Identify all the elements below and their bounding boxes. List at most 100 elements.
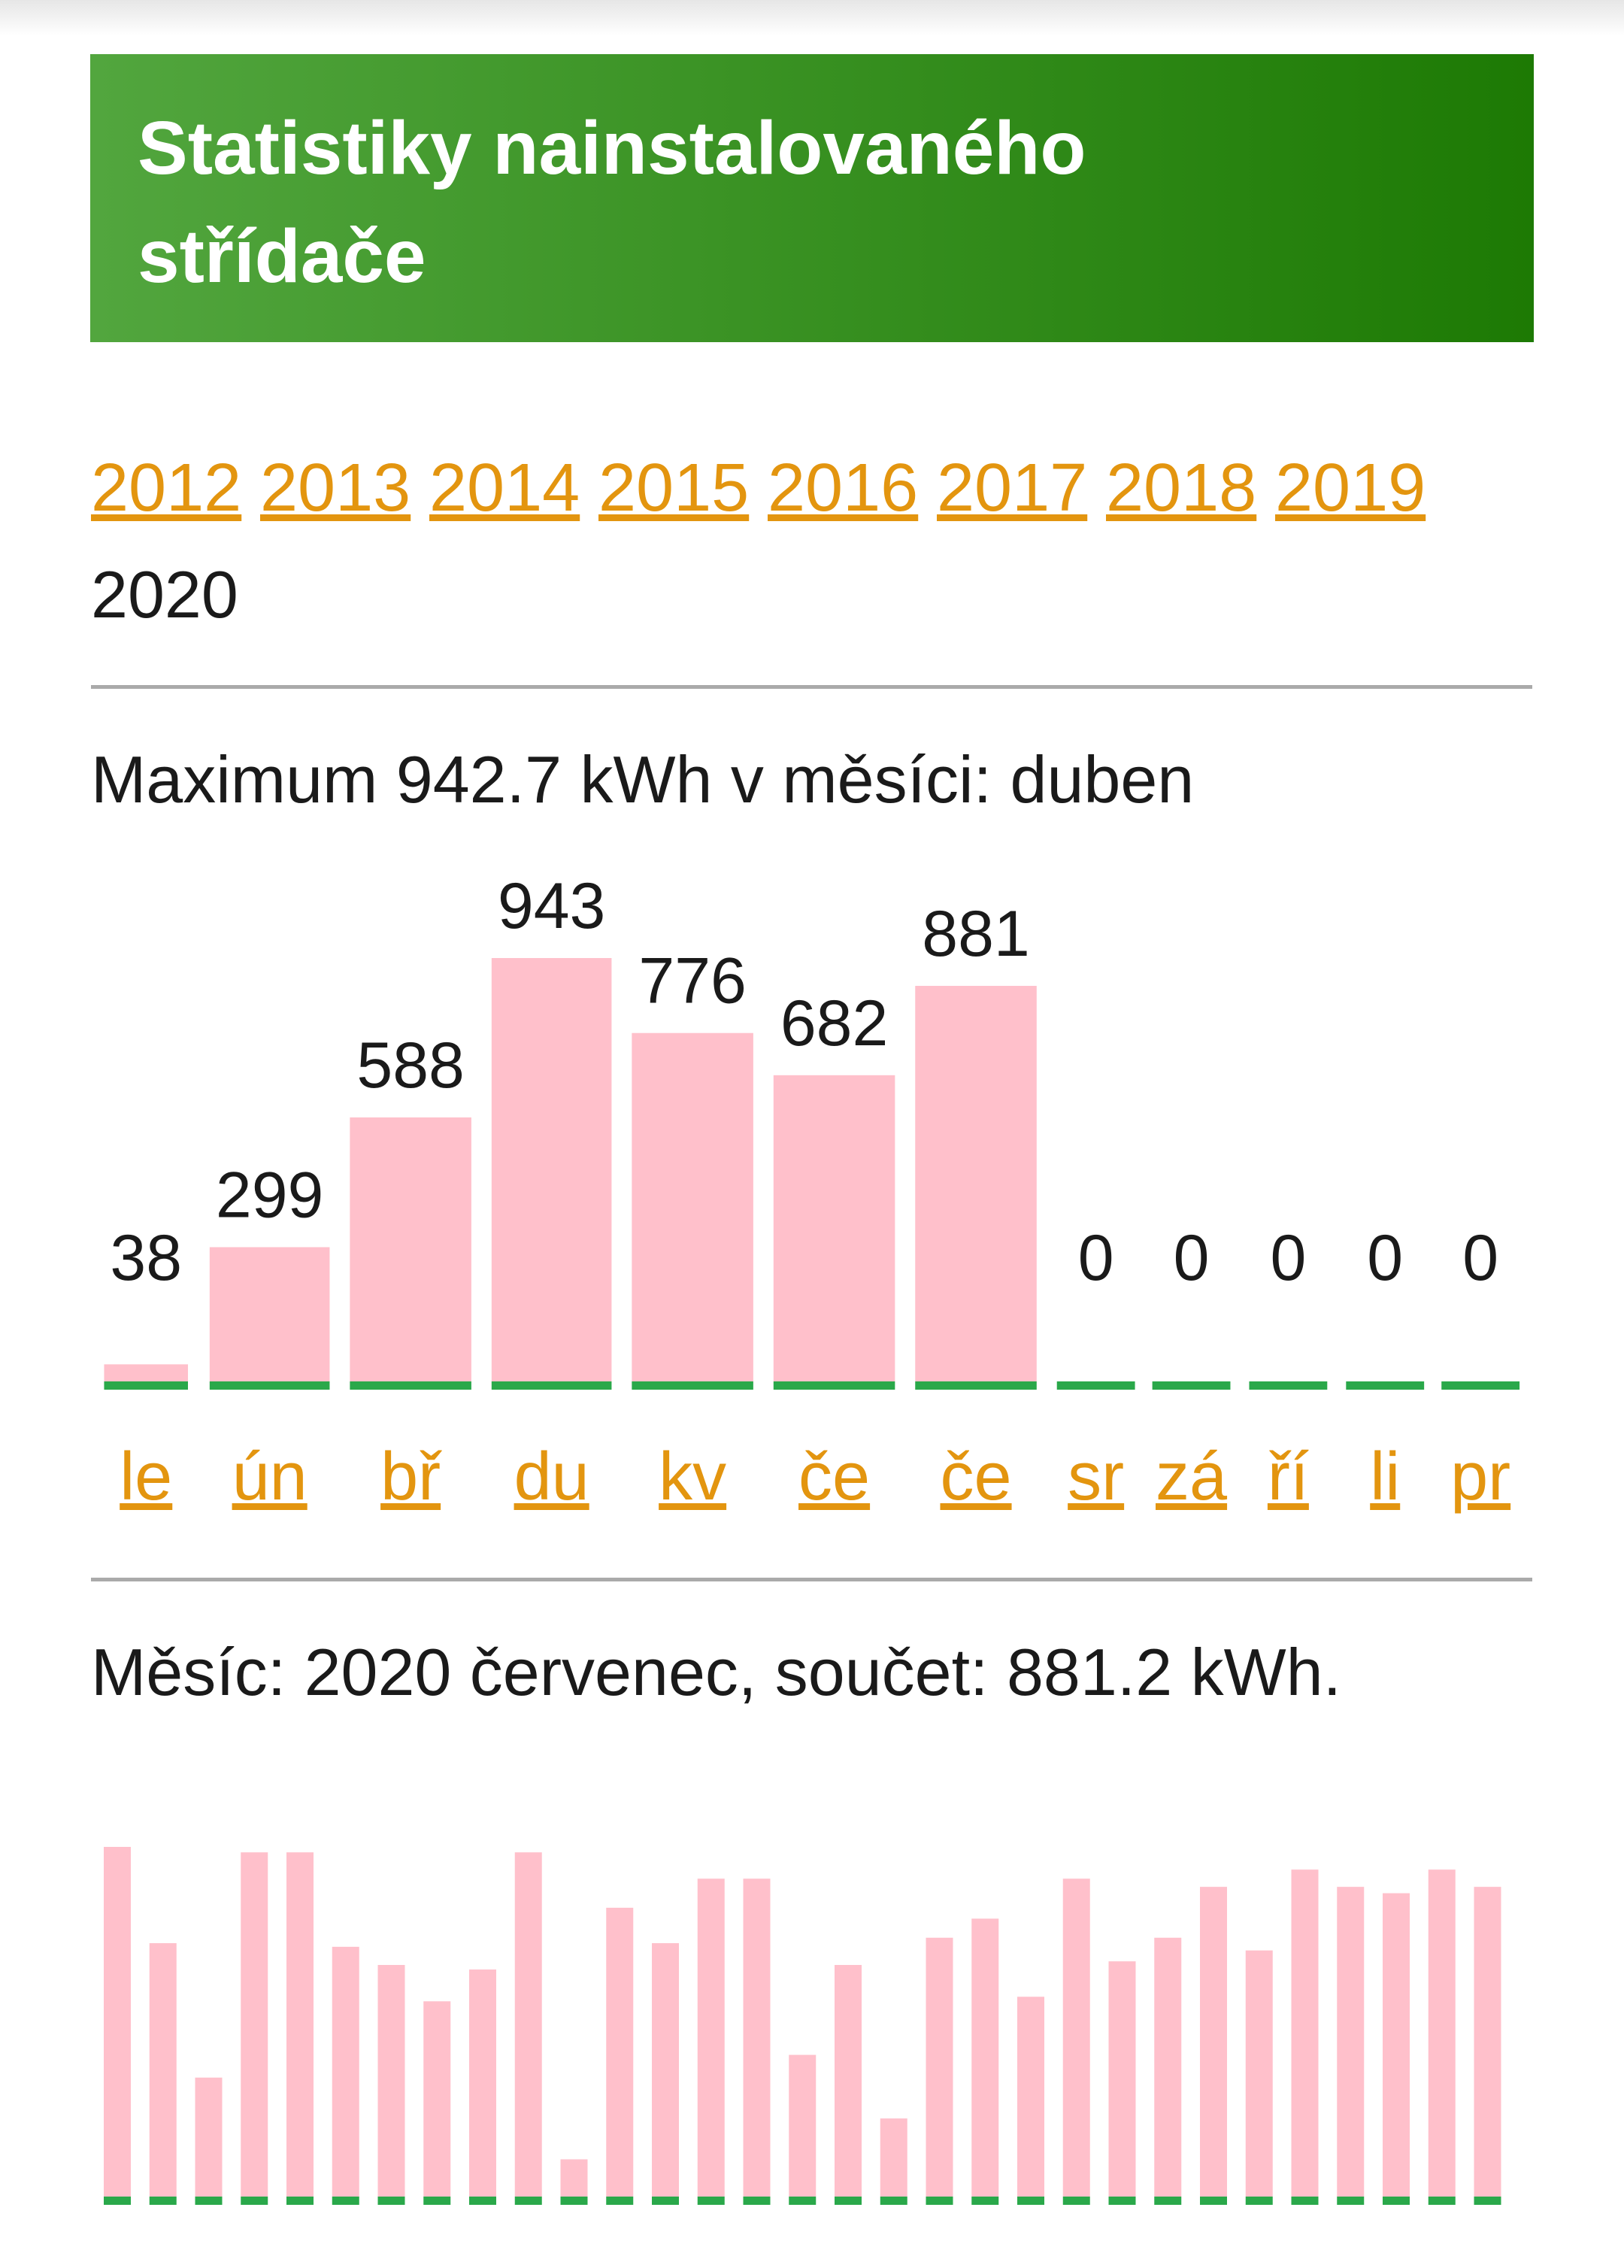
bar-baseline	[423, 2197, 451, 2205]
value-label: 299	[216, 1159, 324, 1231]
month-link[interactable]: ún	[232, 1439, 308, 1515]
bar	[773, 1075, 895, 1381]
value-label: 682	[780, 987, 889, 1060]
month-link[interactable]: pr	[1450, 1439, 1510, 1515]
bar	[104, 1364, 188, 1381]
bar	[1108, 1961, 1136, 2197]
bar-baseline	[104, 1381, 188, 1390]
bar-baseline	[209, 1381, 330, 1390]
value-label: 776	[638, 945, 747, 1017]
bar	[632, 1032, 753, 1381]
month-link[interactable]: če	[940, 1439, 1011, 1515]
bar	[743, 1878, 771, 2197]
bar	[926, 1937, 953, 2197]
value-label: 0	[1270, 1222, 1306, 1294]
bar	[1200, 1887, 1227, 2197]
bar-baseline	[773, 1381, 895, 1390]
value-label: 0	[1462, 1222, 1498, 1294]
bar	[209, 1247, 330, 1381]
bar-baseline	[104, 2197, 131, 2205]
bar	[286, 1852, 314, 2197]
bar	[915, 986, 1037, 1381]
header-title: Statistiky nainstalovaného	[138, 106, 1086, 190]
bar	[652, 1943, 679, 2197]
month-link[interactable]: sr	[1068, 1439, 1124, 1515]
daily-chart	[104, 1847, 1501, 2205]
bar-baseline	[1346, 1381, 1425, 1390]
year-link[interactable]: 2014	[429, 450, 580, 526]
value-label: 588	[356, 1029, 465, 1102]
year-link[interactable]: 2018	[1106, 450, 1256, 526]
bar-baseline	[560, 2197, 588, 2205]
month-link[interactable]: če	[798, 1439, 870, 1515]
bar-baseline	[926, 2197, 953, 2205]
bar	[1291, 1869, 1319, 2197]
bar-baseline	[1337, 2197, 1365, 2205]
bar-baseline	[332, 2197, 359, 2205]
bar-baseline	[971, 2197, 999, 2205]
monthly-chart: 38 le 299 ún 588 bř 943 du 776 kv 682 če 881 če 0 sr 0 zá…	[104, 870, 1520, 1515]
value-label: 0	[1367, 1222, 1403, 1294]
bar-baseline	[514, 2197, 542, 2205]
month-link[interactable]: bř	[380, 1439, 442, 1515]
year-link[interactable]: 2019	[1275, 450, 1426, 526]
month-summary: Měsíc: 2020 červenec, součet: 881.2 kWh.	[91, 1635, 1341, 1709]
bar-baseline	[1056, 1381, 1135, 1390]
bar	[1154, 1937, 1182, 2197]
bar	[1428, 1869, 1456, 2197]
bar	[880, 2118, 907, 2197]
bar	[1245, 1950, 1273, 2197]
bar-baseline	[1108, 2197, 1136, 2205]
bar	[1474, 1887, 1501, 2197]
bar-baseline	[606, 2197, 634, 2205]
bar	[469, 1969, 496, 2197]
bar-baseline	[1062, 2197, 1090, 2205]
bar-baseline	[632, 1381, 753, 1390]
bar-baseline	[1383, 2197, 1410, 2205]
year-link[interactable]: 2015	[598, 450, 749, 526]
bar-baseline	[350, 1381, 471, 1390]
bar-baseline	[1017, 2197, 1044, 2205]
bar	[241, 1852, 268, 2197]
value-label: 0	[1174, 1222, 1210, 1294]
month-link[interactable]: du	[514, 1439, 589, 1515]
divider	[91, 1578, 1532, 1581]
bar	[195, 2077, 223, 2197]
year-link[interactable]: 2017	[937, 450, 1087, 526]
value-label: 0	[1078, 1222, 1114, 1294]
bar	[1017, 1997, 1044, 2197]
bar-baseline	[1291, 2197, 1319, 2205]
bar-baseline	[880, 2197, 907, 2205]
bar-baseline	[377, 2197, 405, 2205]
bar-baseline	[1428, 2197, 1456, 2205]
month-link[interactable]: li	[1370, 1439, 1400, 1515]
month-link[interactable]: zá	[1156, 1439, 1228, 1515]
bar-baseline	[149, 2197, 177, 2205]
header-title: střídače	[138, 214, 426, 299]
bar-baseline	[1441, 1381, 1520, 1390]
bar	[514, 1852, 542, 2197]
bar	[789, 2054, 817, 2197]
month-link[interactable]: ří	[1268, 1439, 1309, 1515]
value-label: 943	[498, 870, 606, 942]
year-link[interactable]: 2013	[260, 450, 411, 526]
bar	[1062, 1878, 1090, 2197]
divider	[91, 685, 1532, 689]
current-year: 2020	[91, 557, 238, 632]
bar-baseline	[241, 2197, 268, 2205]
month-link[interactable]: kv	[659, 1439, 726, 1515]
bar	[1383, 1893, 1410, 2197]
year-links: 2012 2013 2014 2015 2016 2017 2018 2019	[91, 450, 1426, 526]
bar-baseline	[1152, 1381, 1231, 1390]
bar-baseline	[789, 2197, 817, 2205]
bar	[1337, 1887, 1365, 2197]
bar-baseline	[1200, 2197, 1227, 2205]
month-link[interactable]: le	[120, 1439, 172, 1515]
bar-baseline	[491, 1381, 612, 1390]
year-link[interactable]: 2012	[91, 450, 241, 526]
bar-baseline	[835, 2197, 862, 2205]
bar	[423, 2001, 451, 2197]
year-link[interactable]: 2016	[768, 450, 918, 526]
bar-baseline	[743, 2197, 771, 2205]
